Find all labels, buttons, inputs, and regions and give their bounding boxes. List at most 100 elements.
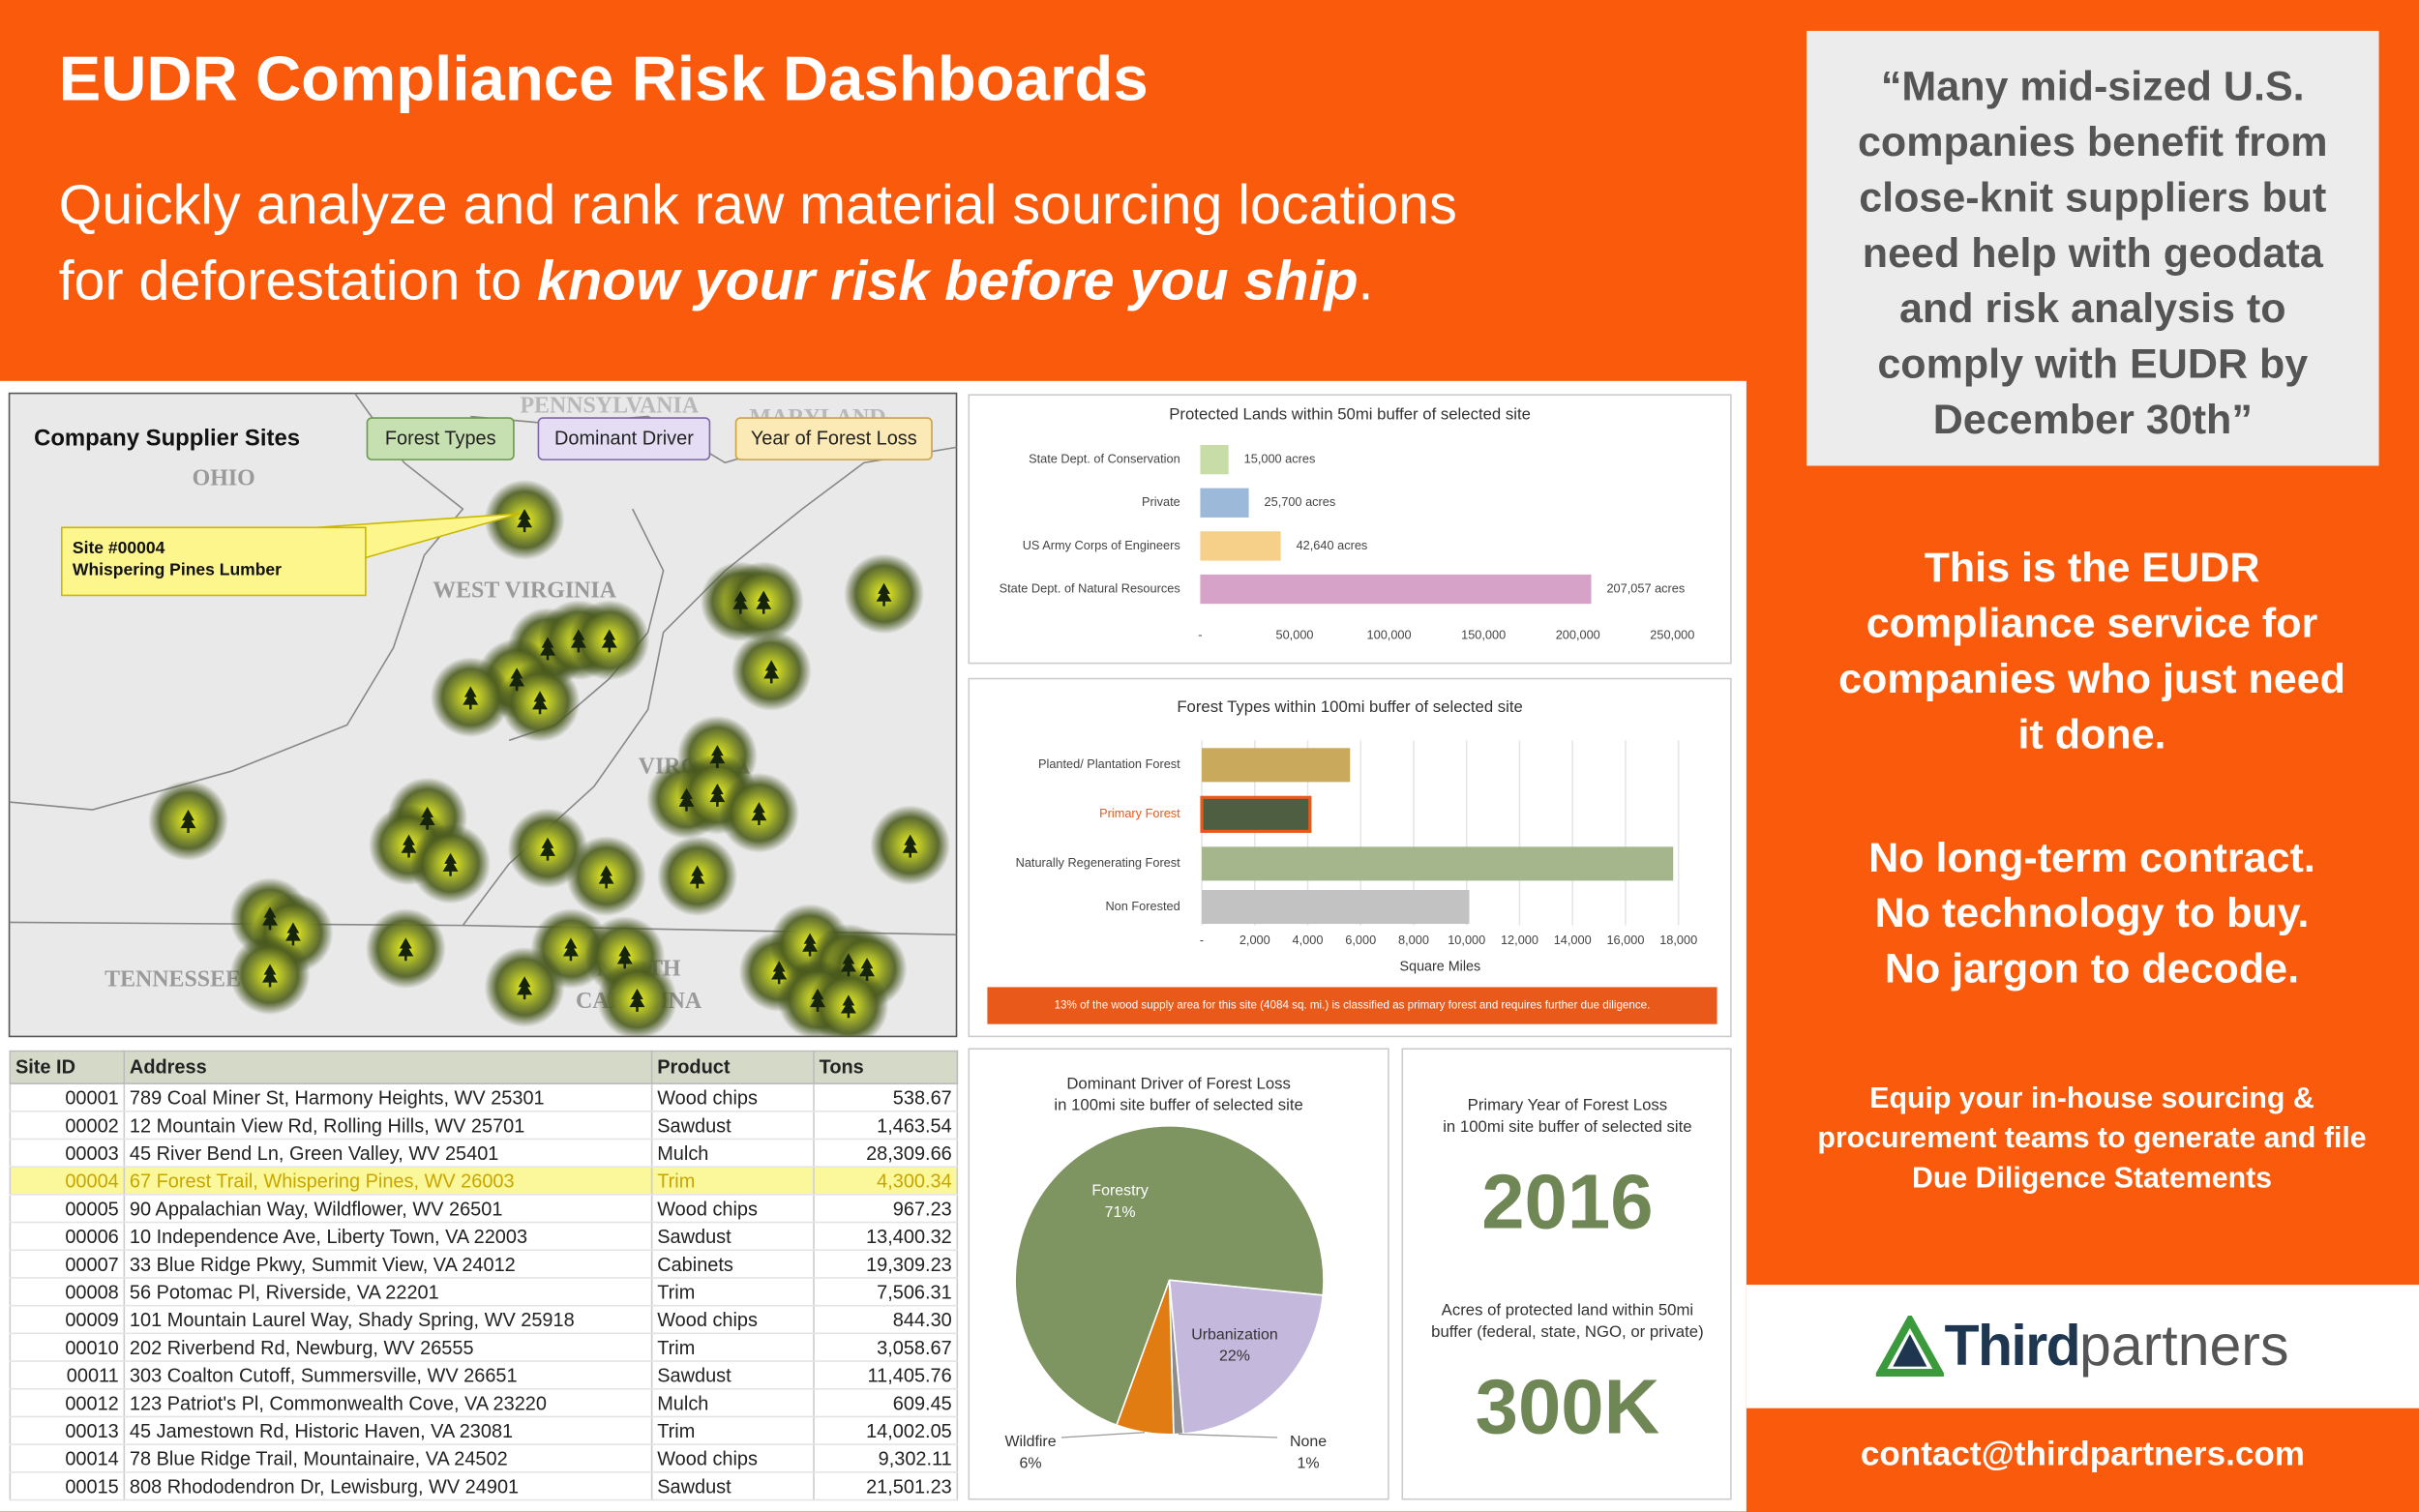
bullet: No jargon to decode. (1884, 945, 2300, 993)
bullet-list: No long-term contract. No technology to … (1775, 830, 2410, 996)
site-marker[interactable] (532, 691, 549, 715)
table-cell: 13,400.32 (813, 1222, 959, 1252)
table-cell: 00002 (9, 1111, 126, 1141)
table-cell: Trim (650, 1333, 815, 1362)
callout-text: Whispering Pines Lumber (73, 560, 282, 579)
leader-line (1060, 1432, 1146, 1438)
site-marker[interactable] (689, 865, 705, 889)
contact[interactable]: contact@thirdpartners.com (1860, 1434, 2305, 1473)
site-marker[interactable] (859, 958, 876, 982)
table-cell: Trim (650, 1167, 815, 1196)
site-marker[interactable] (876, 582, 892, 607)
site-marker[interactable] (517, 976, 533, 1000)
equip-text: Equip your in-house sourcing & procureme… (1817, 1082, 2367, 1196)
table-cell: 19,309.23 (813, 1250, 959, 1279)
site-marker[interactable] (509, 667, 525, 692)
chart-panel (968, 394, 1732, 665)
kpi-value: 300K (1476, 1364, 1660, 1450)
supplier-table: Site ID Address Product Tons 00001 789 Coal … (9, 1050, 959, 1501)
map-button-label[interactable]: Year of Forest Loss (751, 429, 917, 450)
table-cell: Trim (650, 1277, 815, 1307)
x-tick-label: 100,000 (1367, 627, 1412, 641)
site-marker[interactable] (398, 937, 414, 962)
site-marker[interactable] (902, 834, 918, 858)
table-cell: 56 Potomac Pl, Riverside, VA 22201 (123, 1277, 653, 1307)
map-button[interactable] (366, 417, 515, 460)
table-cell: Wood chips (650, 1083, 815, 1112)
site-marker[interactable] (678, 787, 695, 812)
state-border (9, 393, 464, 811)
note-text: 13% of the wood supply area for this sit… (1055, 999, 1651, 1012)
table-row: 00012 123 Patriot's Pl, Commonwealth Cove… (9, 1388, 959, 1418)
site-marker[interactable] (616, 945, 633, 969)
site-marker[interactable] (180, 810, 196, 833)
site-marker[interactable] (570, 629, 586, 653)
site-marker[interactable] (540, 837, 555, 861)
value-label: 207,057 acres (1606, 580, 1685, 595)
x-tick-label: 10,000 (1448, 933, 1485, 947)
site-marker[interactable] (732, 590, 749, 614)
table-cell: Wood chips (650, 1444, 815, 1473)
site-marker[interactable] (262, 906, 278, 931)
table-cell: 33 Blue Ridge Pkwy, Summit View, VA 2401… (123, 1250, 653, 1279)
table-body: 00001 789 Coal Miner St, Harmony Heights,… (9, 1083, 959, 1501)
site-marker[interactable] (840, 953, 856, 977)
table-row: 00009 101 Mountain Laurel Way, Shady Spri… (9, 1305, 959, 1335)
column-header: Site ID (9, 1050, 126, 1084)
site-marker[interactable] (419, 806, 435, 830)
site-marker[interactable] (771, 961, 788, 985)
map-button-label[interactable]: Dominant Driver (554, 429, 694, 450)
site-marker[interactable] (629, 989, 645, 1012)
site-marker[interactable] (601, 629, 617, 653)
site-marker[interactable] (763, 660, 780, 684)
kpi-label: Acres of protected land within 50mi (1442, 1301, 1693, 1319)
site-marker[interactable] (709, 783, 726, 807)
logo-light: partners (2079, 1314, 2289, 1378)
subtitle-text: for deforestation to (58, 248, 523, 312)
table-cell: 101 Mountain Laurel Way, Shady Spring, W… (123, 1305, 653, 1335)
site-marker[interactable] (562, 937, 579, 962)
state-label: WEST VIRGINIA (433, 578, 617, 604)
x-tick-label: 50,000 (1276, 627, 1314, 641)
column-header: Address (123, 1050, 653, 1084)
table-row: 00006 10 Independence Ave, Liberty Town, … (9, 1222, 959, 1252)
table-cell: 00007 (9, 1250, 126, 1279)
site-marker[interactable] (262, 964, 278, 988)
site-marker[interactable] (840, 994, 856, 1019)
kpi-label: buffer (federal, state, NGO, or private) (1431, 1322, 1704, 1341)
site-marker[interactable] (756, 590, 772, 614)
site-marker[interactable] (517, 509, 533, 533)
site-marker[interactable] (709, 745, 726, 769)
table-cell: 00012 (9, 1388, 126, 1418)
map-button[interactable] (734, 417, 933, 460)
table-row: 00008 56 Potomac Pl, Riverside, VA 22201 T… (9, 1277, 959, 1307)
table-cell: 789 Coal Miner St, Harmony Heights, WV 2… (123, 1083, 653, 1112)
table-cell: 00011 (9, 1361, 126, 1390)
x-tick-label: 250,000 (1650, 627, 1694, 641)
table-cell: 00010 (9, 1333, 126, 1362)
site-marker[interactable] (463, 686, 479, 710)
x-axis-label: Square Miles (1400, 959, 1481, 974)
state-label: OHIO (193, 465, 255, 490)
subtitle-line: Quickly analyze and rank raw material so… (58, 172, 1457, 236)
site-marker[interactable] (442, 852, 459, 876)
table-cell: 9,302.11 (813, 1444, 959, 1473)
callout-text: Site #00004 (73, 538, 165, 557)
map-button-label[interactable]: Forest Types (385, 429, 496, 450)
table-cell: 10 Independence Ave, Liberty Town, VA 22… (123, 1222, 653, 1252)
site-marker[interactable] (401, 834, 417, 858)
table-cell: 00006 (9, 1222, 126, 1252)
subtitle-emphasis: know your risk before you ship (537, 248, 1359, 312)
site-marker[interactable] (598, 865, 614, 889)
site-marker[interactable] (751, 802, 767, 825)
site-marker[interactable] (810, 989, 825, 1012)
map-button[interactable] (537, 417, 711, 460)
slice-label: Forestry (1091, 1182, 1148, 1199)
site-marker[interactable] (284, 922, 301, 946)
table-cell: 00009 (9, 1305, 126, 1335)
site-marker[interactable] (802, 933, 819, 957)
leader-line (1178, 1433, 1278, 1438)
site-marker[interactable] (540, 637, 555, 661)
